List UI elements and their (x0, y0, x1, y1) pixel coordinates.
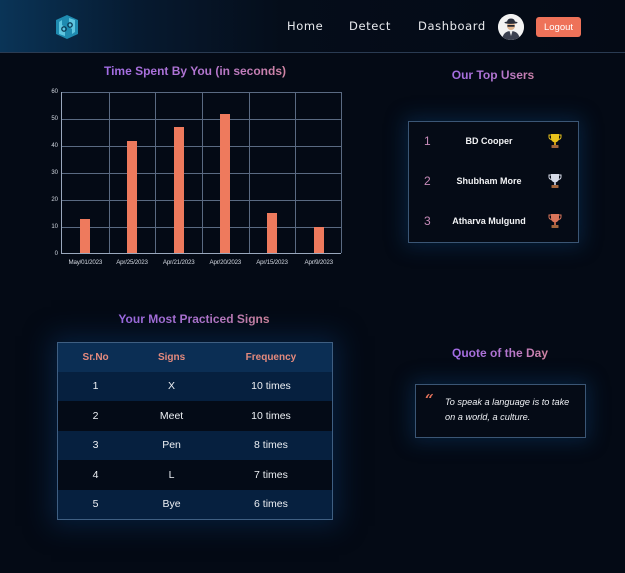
cell-frequency: 10 times (209, 401, 333, 431)
cell-frequency: 6 times (209, 489, 333, 519)
nav-dashboard[interactable]: Dashboard (418, 19, 486, 33)
user-avatar-icon (498, 14, 524, 40)
signs-table: Sr.No Signs Frequency 1 X 10 times 2 Mee… (57, 342, 333, 520)
y-tick: 20 (51, 197, 58, 203)
header-signs: Signs (133, 342, 210, 372)
y-tick: 40 (51, 143, 58, 149)
silver-trophy-icon (548, 174, 562, 188)
quote-card: “ To speak a language is to take on a wo… (415, 384, 586, 438)
grid-line (62, 173, 341, 174)
signs-title: Your Most Practiced Signs (94, 312, 294, 326)
x-tick: May/01/2023 (68, 259, 103, 266)
chart-bar[interactable] (313, 226, 324, 253)
grid-line (248, 92, 250, 253)
user-name: Atharva Mulgund (452, 216, 526, 226)
cell-sr-no: 2 (57, 401, 134, 431)
nav-home[interactable]: Home (287, 19, 324, 33)
grid-line (62, 200, 341, 201)
cell-sign: Bye (133, 489, 210, 519)
cell-frequency: 7 times (209, 460, 333, 490)
grid-line (155, 92, 157, 253)
cell-sign: X (133, 371, 210, 401)
grid-line (62, 119, 341, 120)
y-tick: 10 (51, 224, 58, 230)
cell-sr-no: 1 (57, 371, 134, 401)
grid-line (62, 92, 341, 93)
top-user-row[interactable]: 3 Atharva Mulgund (409, 211, 578, 231)
user-rank: 3 (424, 214, 431, 228)
y-tick: 60 (51, 89, 58, 95)
gold-trophy-icon (548, 134, 562, 148)
cell-frequency: 10 times (209, 371, 333, 401)
grid-line (62, 227, 341, 228)
header-frequency: Frequency (209, 342, 333, 372)
grid-line (108, 92, 110, 253)
chart-bar[interactable] (267, 212, 277, 253)
cell-sr-no: 3 (57, 430, 134, 460)
top-user-row[interactable]: 1 BD Cooper (409, 131, 578, 151)
cell-sr-no: 5 (57, 489, 134, 519)
y-tick: 30 (51, 170, 58, 176)
grid-line (202, 92, 203, 253)
top-user-row[interactable]: 2 Shubham More (409, 171, 578, 191)
x-tick: Apr/15/2023 (256, 259, 288, 266)
table-row: 5 Bye 6 times (57, 489, 333, 519)
chart-bar[interactable] (173, 127, 184, 253)
x-tick: Apr/20/2023 (209, 259, 242, 266)
table-row: 3 Pen 8 times (57, 430, 333, 460)
chart-plot-area: 0 10 20 30 40 50 60 May/01/2023 Apr/25/2… (51, 89, 342, 266)
cell-sign: Pen (133, 430, 210, 460)
top-users-card: 1 BD Cooper 2 Shubham More 3 Atharva Mul… (408, 121, 579, 243)
user-rank: 1 (424, 134, 431, 148)
y-tick: 50 (51, 116, 58, 122)
table-row: 2 Meet 10 times (57, 401, 333, 431)
grid-line (341, 92, 342, 253)
table-header-row: Sr.No Signs Frequency (57, 342, 333, 372)
table-row: 4 L 7 times (57, 460, 333, 490)
quote-text: To speak a language is to take on a worl… (445, 397, 570, 422)
navbar: Home Detect Dashboard Logout (0, 0, 625, 53)
quote-title: Quote of the Day (430, 346, 570, 360)
cell-sr-no: 4 (57, 460, 134, 490)
cell-frequency: 8 times (209, 430, 333, 460)
chart-bar[interactable] (80, 219, 91, 253)
cell-sign: L (133, 460, 210, 490)
user-name: Shubham More (456, 176, 522, 186)
time-spent-chart: 0 10 20 30 40 50 60 May/01/2023 Apr/25/2… (44, 88, 344, 273)
user-rank: 2 (424, 174, 431, 188)
chart-title: Time Spent By You (in seconds) (60, 64, 330, 78)
x-tick: Apr/21/2023 (162, 259, 195, 266)
user-name: BD Cooper (465, 136, 513, 146)
logout-button[interactable]: Logout (536, 17, 581, 37)
top-users-title: Our Top Users (423, 68, 563, 82)
chart-bar[interactable] (220, 113, 231, 253)
avatar[interactable] (498, 14, 524, 40)
quote-mark-icon: “ (425, 391, 434, 409)
x-tick: Apr/25/2023 (116, 259, 148, 266)
grid-line (295, 92, 297, 253)
grid-line (62, 146, 341, 147)
nav-detect[interactable]: Detect (349, 19, 391, 33)
cell-sign: Meet (133, 401, 210, 431)
y-tick: 0 (54, 251, 58, 257)
bronze-trophy-icon (548, 214, 562, 228)
x-tick: Apr/9/2023 (304, 259, 333, 266)
header-sr-no: Sr.No (57, 342, 134, 372)
chart-bar[interactable] (127, 140, 137, 253)
table-row: 1 X 10 times (57, 371, 333, 401)
hands-logo-icon[interactable] (52, 12, 82, 42)
